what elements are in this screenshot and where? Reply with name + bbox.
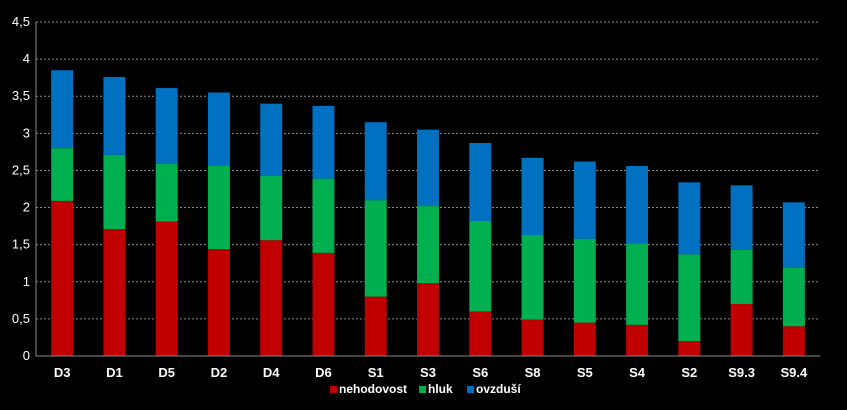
bar-segment-s8-nehodovost bbox=[521, 319, 544, 356]
x-tick-label: S9.3 bbox=[728, 365, 755, 380]
legend-label: nehodovost bbox=[339, 382, 407, 396]
bar-segment-s8-ovzdu bbox=[521, 157, 544, 236]
bar-segment-d2-nehodovost bbox=[207, 249, 230, 356]
bar-segment-s6-ovzdu bbox=[469, 142, 492, 221]
bar-segment-d4-hluk bbox=[260, 175, 283, 241]
bar-segment-d5-ovzdu bbox=[155, 88, 178, 164]
bar-segment-d1-hluk bbox=[103, 154, 126, 230]
x-axis: D3 D1 D5 D2 D4 D6 S1 S3 S6 S8 S5 S4 S2 S9.3 S9.4 bbox=[36, 355, 820, 380]
bar-segment-s3-hluk bbox=[417, 206, 439, 284]
bar-segment-d3-ovzdu bbox=[51, 70, 74, 149]
bar-segment-d4-nehodovost bbox=[260, 240, 283, 356]
bar-segment-s2-nehodovost bbox=[678, 341, 701, 356]
y-tick-label: 4,5 bbox=[12, 14, 30, 29]
y-tick-label: 0 bbox=[23, 348, 30, 363]
bar-segment-d4-ovzdu bbox=[260, 103, 283, 176]
bar-segment-d6-ovzdu bbox=[312, 105, 335, 179]
bar-segment-d2-ovzdu bbox=[207, 92, 230, 166]
bar-segment-s6-nehodovost bbox=[469, 311, 492, 356]
legend-label: ovzduší bbox=[476, 382, 521, 396]
bar-segment-s5-ovzdu bbox=[573, 161, 596, 239]
x-tick-label: S4 bbox=[629, 365, 646, 380]
bar-segment-s4-nehodovost bbox=[626, 324, 649, 356]
bar-segment-s1-nehodovost bbox=[364, 296, 387, 356]
y-tick-label: 1,5 bbox=[12, 237, 30, 252]
y-tick-label: 4 bbox=[23, 51, 30, 66]
bar-segment-s9-3-ovzdu bbox=[730, 185, 753, 250]
bar-segment-s9-3-nehodovost bbox=[730, 304, 753, 356]
y-tick-label: 1 bbox=[23, 274, 30, 289]
bar-segment-s4-hluk bbox=[626, 243, 649, 325]
bar-segment-d5-hluk bbox=[155, 163, 178, 222]
bar-segment-s3-nehodovost bbox=[417, 283, 439, 356]
bar-segment-s8-hluk bbox=[521, 235, 544, 320]
bar-segment-d2-hluk bbox=[207, 165, 230, 250]
bar-segment-d3-nehodovost bbox=[51, 200, 74, 356]
bar-segment-s5-nehodovost bbox=[573, 322, 596, 356]
bar-segment-s9-3-hluk bbox=[730, 249, 753, 305]
bar-segment-s9-4-hluk bbox=[782, 267, 805, 327]
y-tick-label: 2,5 bbox=[12, 162, 30, 177]
bar-segment-s3-ovzdu bbox=[417, 129, 439, 207]
bar-segment-s4-ovzdu bbox=[626, 165, 649, 244]
legend-swatch bbox=[330, 386, 337, 393]
bar-segment-d6-hluk bbox=[312, 178, 335, 253]
x-tick-label: D1 bbox=[106, 365, 123, 380]
y-tick-label: 0,5 bbox=[12, 311, 30, 326]
bar-segment-s9-4-nehodovost bbox=[782, 326, 805, 356]
x-tick-label: S3 bbox=[420, 365, 436, 380]
bar-segment-d1-ovzdu bbox=[103, 76, 126, 155]
bar-segment-s6-hluk bbox=[469, 220, 492, 312]
x-tick-label: S1 bbox=[368, 365, 384, 380]
bar-segment-s1-ovzdu bbox=[364, 122, 387, 201]
y-axis: 0 0,5 1 1,5 2 2,5 3 3,5 4 4,5 bbox=[12, 14, 37, 363]
legend-label: hluk bbox=[428, 382, 453, 396]
y-tick-label: 2 bbox=[23, 200, 30, 215]
x-tick-label: S2 bbox=[681, 365, 697, 380]
bar-segment-s1-hluk bbox=[364, 200, 387, 297]
bar-segment-d5-nehodovost bbox=[155, 221, 178, 356]
bar-segment-s2-hluk bbox=[678, 254, 701, 342]
x-tick-label: D5 bbox=[158, 365, 175, 380]
legend-swatch bbox=[419, 386, 426, 393]
y-tick-label: 3,5 bbox=[12, 88, 30, 103]
x-tick-label: D3 bbox=[54, 365, 71, 380]
bar-segment-d1-nehodovost bbox=[103, 229, 126, 356]
bar-segment-s2-ovzdu bbox=[678, 182, 701, 255]
bar-segment-d3-hluk bbox=[51, 148, 74, 201]
bars bbox=[51, 70, 805, 356]
x-tick-label: D4 bbox=[263, 365, 280, 380]
legend: nehodovost hluk ovzduší bbox=[330, 382, 521, 396]
bar-segment-s9-4-ovzdu bbox=[782, 202, 805, 268]
x-tick-label: S8 bbox=[525, 365, 541, 380]
x-tick-label: D6 bbox=[315, 365, 332, 380]
bar-segment-d6-nehodovost bbox=[312, 252, 335, 356]
bar-segment-s5-hluk bbox=[573, 238, 596, 323]
x-tick-label: S5 bbox=[577, 365, 593, 380]
x-tick-label: S9.4 bbox=[780, 365, 808, 380]
x-tick-label: S6 bbox=[472, 365, 488, 380]
y-tick-label: 3 bbox=[23, 125, 30, 140]
x-tick-label: D2 bbox=[211, 365, 228, 380]
legend-swatch bbox=[467, 386, 474, 393]
